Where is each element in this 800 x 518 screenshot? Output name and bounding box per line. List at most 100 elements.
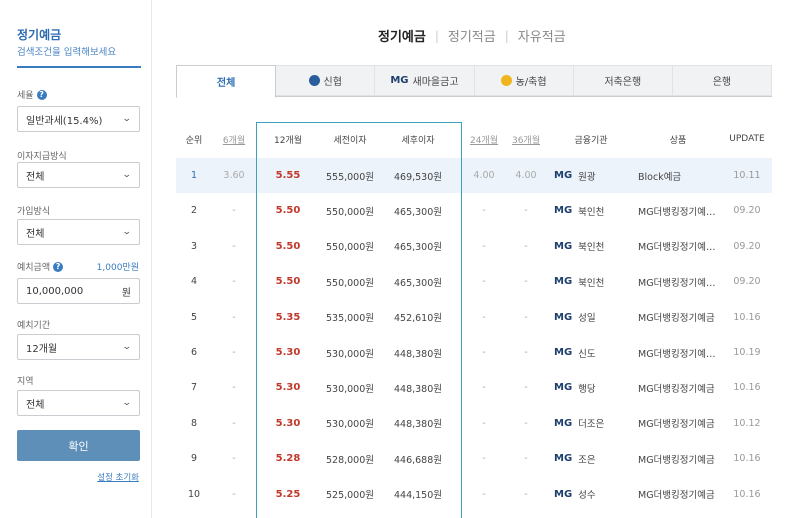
cell-institution: MG 조은 (554, 441, 634, 476)
cell-update: 09.20 (733, 240, 761, 252)
tab-bank[interactable]: 은행 (672, 65, 773, 96)
sidebar-title: 정기예금 (17, 28, 62, 42)
table-row[interactable]: 3 - 5.50 550,000원 465,300원 - - MG 북인천 MG더뱅킹정기예… 09… (176, 229, 772, 264)
mg-logo-icon: MG (554, 382, 573, 394)
cell-24m: - (482, 240, 486, 252)
interest-method-value: 전체 (26, 171, 45, 183)
tab-all-label: 전체 (216, 78, 236, 89)
tab-term-deposit[interactable]: 정기예금 (378, 30, 426, 45)
cell-product: MG더뱅킹정기예… (638, 242, 716, 254)
table-row[interactable]: 10 - 5.25 525,000원 444,150원 - - MG 성수 MG더뱅킹정기예금 10… (176, 477, 772, 512)
cell-pre-tax: 525,000원 (325, 490, 375, 502)
cell-24m: - (482, 453, 486, 465)
table-row[interactable]: 6 - 5.30 530,000원 448,380원 - - MG 신도 MG더뱅킹정기예… 10.… (176, 335, 772, 370)
tab-divider: | (434, 28, 439, 43)
cell-post-tax: 444,150원 (393, 490, 443, 502)
tab-all[interactable]: 전체 (176, 65, 277, 98)
institution-name: 신도 (578, 348, 596, 360)
table-row[interactable]: 2 - 5.50 550,000원 465,300원 - - MG 북인천 MG더뱅킹정기예… 09… (176, 193, 772, 228)
cell-product: MG더뱅킹정기예… (638, 206, 716, 218)
cell-rank: 5 (190, 311, 198, 323)
table-row[interactable]: 1 3.60 5.55 555,000원 469,530원 4.00 4.00 MG 원광 Blo… (176, 158, 772, 193)
help-icon[interactable]: ? (36, 89, 47, 100)
cell-24m: - (482, 488, 486, 500)
cell-24m: - (482, 205, 486, 217)
col-6m[interactable]: 6개월 (222, 135, 246, 146)
chevron-down-icon: ⌄ (122, 170, 133, 180)
cell-institution: MG 북인천 (554, 229, 634, 264)
mg-logo-icon: MG (554, 453, 573, 465)
amount-suffix: 원 (121, 287, 131, 299)
help-icon[interactable]: ? (53, 261, 64, 272)
cell-rank: 10 (187, 488, 201, 500)
join-method-select[interactable]: 전체 ⌄ (17, 219, 140, 245)
cell-rank: 7 (190, 382, 198, 394)
cell-rank: 4 (190, 276, 198, 288)
cell-rank: 3 (190, 240, 198, 252)
reset-filters-link[interactable]: 설정 초기화 (97, 473, 139, 483)
region-select-value: 전체 (26, 399, 45, 411)
tax-select-value: 일반과세(15.4%) (26, 115, 103, 127)
cell-update: 09.20 (733, 205, 761, 217)
product-type-tabs: 정기예금 | 정기적금 | 자유적금 (378, 26, 566, 46)
amount-input-value: 10,000,000 (26, 285, 84, 297)
cell-36m: - (524, 417, 528, 429)
table-row[interactable]: 4 - 5.50 550,000원 465,300원 - - MG 북인천 MG더뱅킹정기예… 09… (176, 264, 772, 299)
sidebar-divider (17, 66, 141, 68)
table-row[interactable]: 9 - 5.28 528,000원 446,688원 - - MG 조은 MG더뱅킹정기예금 10.… (176, 441, 772, 476)
cell-pre-tax: 528,000원 (325, 454, 375, 466)
cell-pre-tax: 530,000원 (325, 419, 375, 431)
cell-rank: 1 (190, 170, 198, 181)
period-select[interactable]: 12개월 ⌄ (17, 334, 140, 360)
col-36m[interactable]: 36개월 (511, 135, 540, 146)
col-update: UPDATE (729, 134, 765, 144)
cell-institution: MG 북인천 (554, 193, 634, 228)
cell-12m-rate: 5.25 (275, 488, 301, 500)
tab-nonghyup-label: 농/축협 (515, 77, 547, 88)
confirm-button[interactable]: 확인 (17, 430, 140, 461)
region-select[interactable]: 전체 ⌄ (17, 390, 140, 416)
mg-logo-icon: MG (554, 205, 573, 217)
shinhyup-logo-icon (308, 75, 320, 86)
tax-select[interactable]: 일반과세(15.4%) ⌄ (17, 106, 140, 132)
sidebar-subtitle: 검색조건을 입력해보세요 (17, 47, 117, 58)
amount-unit-link[interactable]: 1,000만원 (96, 263, 139, 273)
mg-logo-icon: MG (554, 276, 573, 288)
cell-institution: MG 행당 (554, 370, 634, 405)
cell-post-tax: 469,530원 (393, 171, 443, 183)
tab-nonghyup[interactable]: 농/축협 (474, 65, 574, 96)
tab-divider: | (504, 28, 509, 43)
institution-name: 행당 (578, 383, 596, 395)
cell-institution: MG 원광 (554, 158, 634, 193)
tab-free-savings[interactable]: 자유적금 (517, 30, 566, 45)
col-24m[interactable]: 24개월 (469, 135, 498, 146)
cell-rank: 9 (190, 453, 198, 465)
join-method-label: 가입방식 (17, 207, 51, 217)
tax-label: 세율 ? (17, 88, 47, 101)
cell-institution: MG 더조은 (554, 406, 634, 441)
interest-method-label: 이자지급방식 (17, 152, 67, 162)
table-row[interactable]: 8 - 5.30 530,000원 448,380원 - - MG 더조은 MG더뱅킹정기예금 10… (176, 406, 772, 441)
cell-post-tax: 465,300원 (393, 277, 443, 289)
col-12m[interactable]: 12개월 (273, 135, 302, 146)
mg-logo-icon: MG (554, 311, 573, 323)
tab-installment-savings[interactable]: 정기적금 (447, 30, 496, 45)
cell-36m: - (524, 382, 528, 394)
table-row[interactable]: 5 - 5.35 535,000원 452,610원 - - MG 성일 MG더뱅킹정기예금 10.… (176, 300, 772, 335)
tab-savings-bank[interactable]: 저축은행 (573, 65, 673, 96)
interest-method-select[interactable]: 전체 ⌄ (17, 162, 140, 188)
cell-rank: 6 (190, 347, 198, 358)
cell-post-tax: 448,380원 (393, 383, 443, 395)
amount-label-text: 예치금액 (17, 263, 51, 273)
table-row[interactable]: 7 - 5.30 530,000원 448,380원 - - MG 행당 MG더뱅킹정기예금 10.… (176, 370, 772, 405)
amount-input[interactable]: 10,000,000 원 (17, 278, 140, 304)
tab-saemaeul[interactable]: MG 새마을금고 (375, 65, 475, 96)
cell-product: MG더뱅킹정기예금 (638, 383, 715, 395)
cell-post-tax: 446,688원 (393, 454, 443, 466)
tab-shinhyup[interactable]: 신협 (276, 65, 376, 96)
cell-pre-tax: 530,000원 (325, 383, 375, 395)
cell-pre-tax: 550,000원 (325, 277, 375, 289)
mg-logo-icon: MG (554, 417, 573, 429)
cell-6m: - (232, 347, 236, 358)
period-label: 예치기간 (17, 321, 51, 331)
